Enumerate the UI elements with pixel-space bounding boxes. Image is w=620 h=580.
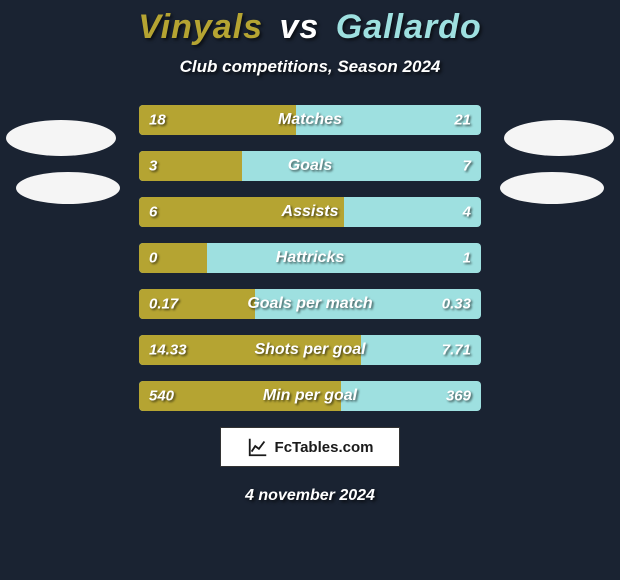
player1-avatar-bottom <box>16 172 120 204</box>
stat-value-left: 3 <box>149 158 157 175</box>
stat-row: 14.33 Shots per goal 7.71 <box>139 335 481 365</box>
stat-value-left: 18 <box>149 112 166 129</box>
comparison-infographic: Vinyals vs Gallardo Club competitions, S… <box>0 0 620 580</box>
stat-value-left: 6 <box>149 204 157 221</box>
stat-value-right: 4 <box>463 204 471 221</box>
player2-name: Gallardo <box>336 8 482 46</box>
vs-text: vs <box>280 8 320 46</box>
stat-label: Goals <box>288 157 332 175</box>
stat-value-right: 1 <box>463 250 471 267</box>
stat-row: 18 Matches 21 <box>139 105 481 135</box>
branding-badge: FcTables.com <box>220 427 400 467</box>
stat-value-right: 369 <box>446 388 471 405</box>
stat-row: 0.17 Goals per match 0.33 <box>139 289 481 319</box>
stat-value-right: 0.33 <box>442 296 471 313</box>
stat-row: 3 Goals 7 <box>139 151 481 181</box>
page-title: Vinyals vs Gallardo <box>0 8 620 47</box>
chart-icon <box>247 436 269 458</box>
player1-name: Vinyals <box>138 8 263 46</box>
stat-row: 6 Assists 4 <box>139 197 481 227</box>
player2-avatar-top <box>504 120 614 156</box>
stat-value-right: 21 <box>454 112 471 129</box>
stat-bars: 18 Matches 21 3 Goals 7 6 Assists 4 0 Hattricks 1 0.… <box>139 105 481 411</box>
stat-value-left: 0 <box>149 250 157 267</box>
branding-text: FcTables.com <box>275 439 374 456</box>
player1-avatar-top <box>6 120 116 156</box>
stat-value-right: 7 <box>463 158 471 175</box>
stat-label: Matches <box>278 111 342 129</box>
stat-label: Assists <box>282 203 339 221</box>
stat-row: 0 Hattricks 1 <box>139 243 481 273</box>
stat-row: 540 Min per goal 369 <box>139 381 481 411</box>
stat-label: Shots per goal <box>254 341 365 359</box>
subtitle: Club competitions, Season 2024 <box>0 57 620 77</box>
stat-label: Goals per match <box>247 295 372 313</box>
stat-value-left: 0.17 <box>149 296 178 313</box>
stat-label: Min per goal <box>263 387 357 405</box>
date-text: 4 november 2024 <box>0 487 620 505</box>
stat-label: Hattricks <box>276 249 344 267</box>
stat-value-right: 7.71 <box>442 342 471 359</box>
player2-avatar-bottom <box>500 172 604 204</box>
stat-value-left: 14.33 <box>149 342 187 359</box>
stat-value-left: 540 <box>149 388 174 405</box>
